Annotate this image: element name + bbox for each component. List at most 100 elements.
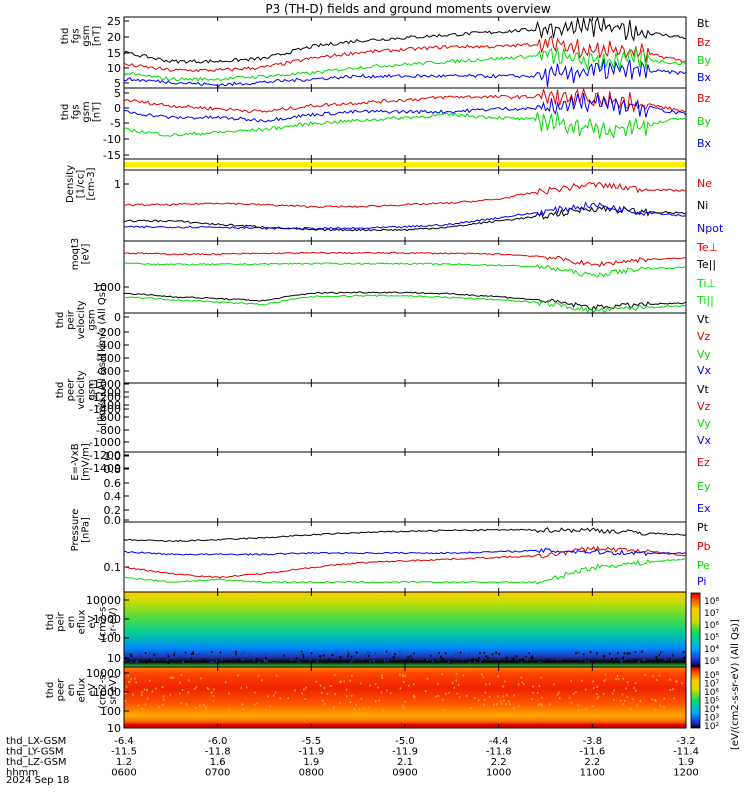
spectrogram-pixel: [227, 659, 230, 662]
y-tick-label: 0.0: [104, 514, 122, 527]
spectrogram-pixel: [180, 702, 182, 705]
spectrogram-pixel: [301, 692, 303, 695]
series-density-Ne: [123, 181, 687, 209]
legend-Pi: Pi: [697, 575, 706, 588]
spectrogram-pixel: [604, 673, 607, 676]
y-tick-label: 1: [114, 178, 121, 191]
spectrogram-pixel: [347, 653, 350, 656]
x-tick-label: 1000: [486, 768, 511, 779]
spectrogram-pixel: [506, 656, 508, 659]
spectrogram-pixel: [458, 696, 461, 699]
spectrogram-pixel: [626, 695, 629, 698]
spectrogram-pixel: [399, 687, 402, 690]
spectrogram-pixel: [681, 682, 683, 685]
y-axis-label: [km/s (All Qs)]: [97, 284, 108, 356]
x-tick-label: -11.9: [392, 747, 418, 758]
y-tick-label: 100: [100, 632, 121, 645]
spectrogram-pixel: [632, 651, 635, 654]
legend-Te⊥: Te⊥: [696, 241, 718, 254]
spectrogram-pixel: [470, 707, 472, 710]
spectrogram-pixel: [347, 655, 349, 658]
spectrogram-pixel: [266, 660, 268, 663]
spectrogram-pixel: [625, 687, 627, 690]
spectrogram-pixel: [347, 650, 349, 653]
spectrogram-pixel: [191, 653, 193, 655]
y-axis-label: thd: [45, 682, 56, 699]
legend-Bz: Bz: [697, 92, 711, 105]
spectrogram-pixel: [279, 697, 281, 700]
x-tick-label: -11.5: [111, 747, 137, 758]
colorbar-tick-label: 10³: [704, 714, 719, 724]
spectrogram-pixel: [424, 690, 427, 693]
spectrogram-pixel: [162, 703, 164, 706]
spectrogram-pixel: [263, 658, 265, 661]
spectrogram-pixel: [372, 656, 375, 659]
spectrogram-pixel: [448, 691, 450, 694]
spectrogram-pixel: [219, 651, 222, 654]
legend-Bt: Bt: [697, 17, 710, 30]
spectrogram-pixel: [319, 684, 322, 687]
spectrogram-pixel: [629, 652, 632, 655]
spectrogram-pixel: [659, 704, 662, 707]
spectrogram-pixel: [345, 695, 348, 698]
x-tick-label: -6.0: [208, 736, 228, 747]
y-tick-label: 20: [107, 31, 121, 44]
spectrogram-pixel: [158, 705, 160, 708]
spectrogram-pixel: [279, 656, 281, 659]
legend-Vt: Vt: [697, 383, 710, 396]
spectrogram-pixel: [296, 660, 299, 663]
spectrogram-pixel: [655, 655, 657, 658]
legend-Ex: Ex: [697, 502, 711, 515]
spectrogram-pixel: [586, 654, 588, 657]
y-tick-label: 0.2: [104, 504, 122, 517]
spectrogram-pixel: [205, 706, 207, 709]
x-tick-label: -11.9: [298, 747, 324, 758]
y-axis-label: gsm: [87, 379, 98, 400]
spectrogram-pixel: [483, 651, 486, 654]
y-axis-label: [nPa]: [81, 517, 92, 543]
spectrogram-pixel: [641, 650, 644, 653]
y-tick-label: -200: [96, 386, 121, 399]
spectrogram-pixel: [124, 659, 127, 662]
series-temp-Te⊥: [123, 251, 687, 268]
spectrogram-pixel: [405, 659, 407, 662]
colorbar-tick-label: 10⁶: [704, 621, 719, 631]
spectrogram-pixel: [520, 661, 523, 664]
y-axis-label: Pressure: [70, 509, 81, 552]
spectrogram-pixel: [235, 650, 237, 653]
date-label: 2024 Sep 18: [6, 775, 69, 786]
spectrogram-pixel: [478, 699, 480, 702]
spectrogram-pixel: [437, 694, 439, 697]
x-tick-label: -6.4: [114, 736, 134, 747]
spectrogram-pixel: [172, 677, 175, 680]
spectrogram-pixel: [584, 659, 587, 662]
spectrogram-pixel: [508, 700, 510, 703]
x-tick-label: 1100: [580, 768, 605, 779]
spectrogram-pixel: [628, 652, 631, 655]
legend-Ti⊥: Ti⊥: [696, 277, 716, 290]
y-axis-label: sr-eV): [108, 607, 119, 636]
spectrogram-pixel: [185, 703, 188, 706]
spectrogram-pixel: [456, 692, 458, 695]
x-tick-label: 1.2: [116, 757, 132, 768]
spectrogram-pixel: [673, 697, 675, 700]
spectrogram-pixel: [654, 699, 656, 701]
x-axis-row-label: thd_LX-GSM: [6, 736, 66, 747]
spectrogram-pixel: [683, 656, 686, 659]
spectrogram-pixel: [632, 698, 634, 701]
spectrogram-pixel: [639, 699, 641, 702]
spectrogram-pixel: [621, 660, 623, 662]
spectrogram-pixel: [245, 686, 248, 689]
spectrogram-pixel: [213, 688, 215, 691]
spectrogram-pixel: [206, 687, 209, 690]
spectrogram-pixel: [283, 654, 285, 657]
spectrogram-pixel: [596, 653, 599, 656]
series-density-Ni: [123, 205, 687, 232]
spectrogram-pixel: [255, 660, 257, 663]
spectrogram-pixel: [498, 653, 500, 655]
spectrogram-pixel: [167, 653, 169, 656]
spectrogram-pixel: [474, 697, 476, 700]
y-axis-label: eflux: [77, 610, 88, 635]
spectrogram-pixel: [235, 653, 237, 656]
